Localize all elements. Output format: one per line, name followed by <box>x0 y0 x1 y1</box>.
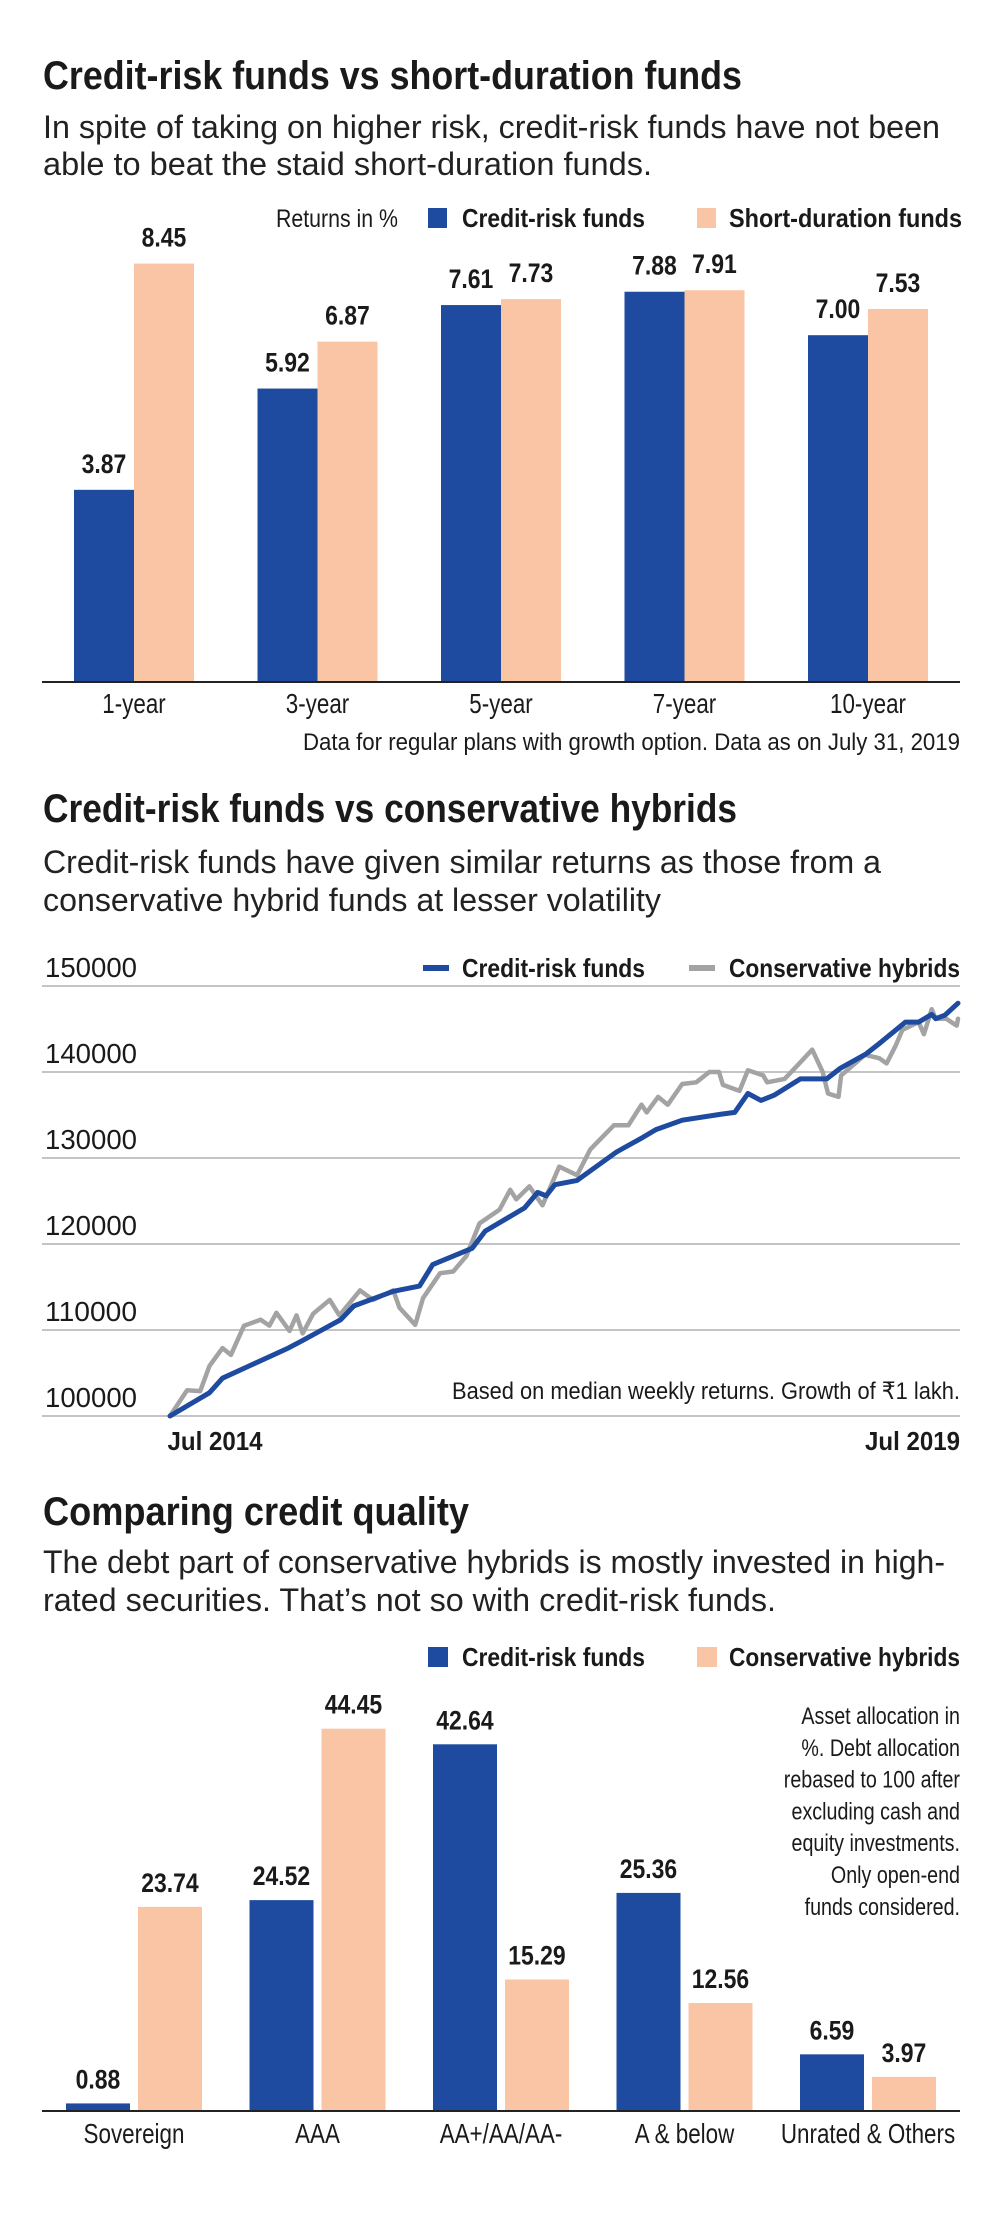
bar-value-label: 0.88 <box>76 2064 121 2094</box>
category-label: Unrated & Others <box>781 2118 955 2149</box>
y-tick-label: 130000 <box>45 1124 137 1155</box>
bar-series-2 <box>688 2002 753 2111</box>
category-label: A & below <box>635 2118 735 2149</box>
bar-value-label: 6.87 <box>325 301 370 331</box>
x-tick-label: Jul 2014 <box>168 1426 263 1456</box>
category-label: Sovereign <box>84 2118 185 2149</box>
chart-subtitle-line: rated securities. That’s not so with cre… <box>43 1582 776 1618</box>
note-line: Only open-end <box>831 1862 960 1889</box>
legend-label: Conservative hybrids <box>729 953 960 983</box>
legend-swatch-short-duration <box>697 208 716 228</box>
bar-value-label: 7.73 <box>509 258 554 288</box>
bar-value-label: 15.29 <box>508 1941 565 1971</box>
bar-series-2 <box>134 263 194 681</box>
legend-swatch-conservative-hybrids <box>697 1647 717 1667</box>
bar-value-label: 12.56 <box>692 1964 749 1994</box>
category-label: AAA <box>295 2118 340 2149</box>
legend-label: Conservative hybrids <box>729 1642 960 1672</box>
bar-series-1 <box>808 335 868 681</box>
legend-label: Credit-risk funds <box>462 203 645 233</box>
bar-series-1 <box>441 305 501 681</box>
chart-credit-quality: Comparing credit quality The debt part o… <box>42 1490 960 2149</box>
y-tick-label: 140000 <box>45 1038 137 1069</box>
bar-series-1 <box>433 1744 497 2111</box>
x-tick-label: Jul 2019 <box>865 1426 960 1456</box>
chart-subtitle-line: In spite of taking on higher risk, credi… <box>43 109 940 145</box>
bar-series-2 <box>505 1979 569 2111</box>
note-line: Asset allocation in <box>801 1703 960 1730</box>
chart-returns: Credit-risk funds vs short-duration fund… <box>42 54 962 756</box>
chart-subtitle-line: The debt part of conservative hybrids is… <box>43 1544 945 1580</box>
bar-series-1 <box>257 388 318 681</box>
note-line: excluding cash and <box>792 1798 961 1825</box>
category-label: 10-year <box>830 688 906 719</box>
bar-value-label: 7.88 <box>632 251 677 281</box>
legend-swatch-credit-risk <box>428 208 447 228</box>
note-line: funds considered. <box>805 1894 960 1921</box>
bar-value-label: 44.45 <box>325 1690 382 1720</box>
bar-series-1 <box>800 2054 864 2111</box>
bar-value-label: 7.91 <box>692 249 737 279</box>
bar-value-label: 3.97 <box>882 2038 927 2068</box>
line-credit-risk-funds <box>167 1000 961 1419</box>
bar-value-label: 42.64 <box>436 1705 493 1735</box>
bar-series-1 <box>66 2103 130 2111</box>
bar-series-2 <box>321 1728 386 2111</box>
bar-series-2 <box>317 341 378 681</box>
bar-series-1 <box>624 291 685 681</box>
y-tick-label: 100000 <box>45 1382 137 1413</box>
chart-title: Credit-risk funds vs short-duration fund… <box>43 54 742 98</box>
y-tick-label: 120000 <box>45 1210 137 1241</box>
category-label: 5-year <box>469 688 533 719</box>
bar-series-2 <box>868 309 928 681</box>
bar-value-label: 25.36 <box>620 1854 677 1884</box>
category-label: AA+/AA/AA- <box>440 2118 563 2149</box>
bar-value-label: 7.61 <box>449 264 494 294</box>
legend-swatch-credit-risk <box>428 1647 448 1667</box>
bar-series-2 <box>684 290 745 681</box>
bar-value-label: 24.52 <box>253 1861 310 1891</box>
note-line: rebased to 100 after <box>784 1767 960 1794</box>
chart-growth: Credit-risk funds vs conservative hybrid… <box>42 787 961 1456</box>
bar-value-label: 6.59 <box>810 2015 855 2045</box>
bar-series-2 <box>138 1906 202 2111</box>
chart-subtitle-line: conservative hybrid funds at lesser vola… <box>43 882 661 918</box>
chart-subtitle-line: Credit-risk funds have given similar ret… <box>43 844 881 880</box>
y-tick-label: 150000 <box>45 952 137 983</box>
bar-series-1 <box>249 1900 314 2111</box>
chart-note: Asset allocation in %. Debt allocation reb… <box>784 1703 960 1921</box>
category-label: 1-year <box>102 688 166 719</box>
chart-footnote: Data for regular plans with growth optio… <box>303 729 960 756</box>
chart-note: Based on median weekly returns. Growth o… <box>452 1378 960 1405</box>
bar-value-label: 3.87 <box>82 449 127 479</box>
bar-series-2 <box>872 2076 936 2111</box>
chart-subtitle-line: able to beat the staid short-duration fu… <box>43 146 652 182</box>
legend-label: Credit-risk funds <box>462 953 645 983</box>
bar-value-label: 8.45 <box>142 223 187 253</box>
bar-value-label: 7.53 <box>876 268 921 298</box>
note-line: %. Debt allocation <box>801 1735 960 1762</box>
note-line: equity investments. <box>792 1830 961 1857</box>
legend-label: Credit-risk funds <box>462 1642 645 1672</box>
chart-title: Comparing credit quality <box>43 1490 470 1534</box>
bar-series-1 <box>616 1892 681 2111</box>
category-label: 3-year <box>286 688 350 719</box>
unit-label: Returns in % <box>276 205 398 233</box>
bar-value-label: 5.92 <box>265 348 310 378</box>
legend-label: Short-duration funds <box>729 203 962 233</box>
bar-value-label: 7.00 <box>816 294 861 324</box>
bar-series-1 <box>74 489 134 681</box>
bar-series-2 <box>501 299 561 681</box>
chart-title: Credit-risk funds vs conservative hybrid… <box>43 787 737 831</box>
y-tick-label: 110000 <box>45 1296 137 1327</box>
category-label: 7-year <box>653 688 717 719</box>
bar-value-label: 23.74 <box>141 1868 198 1898</box>
